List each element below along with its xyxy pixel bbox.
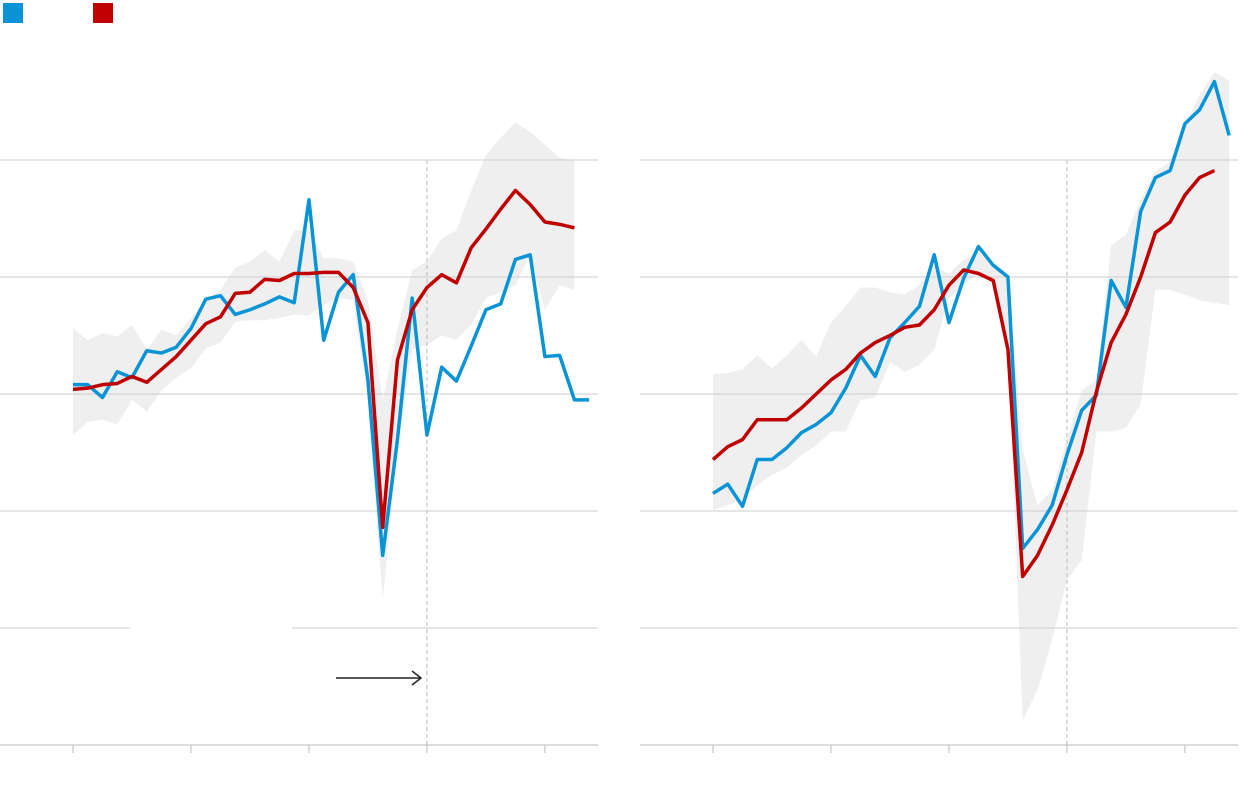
legend-swatch — [93, 3, 113, 23]
legend-swatch — [3, 3, 23, 23]
series-line — [712, 79, 1231, 551]
confidence-band — [72, 122, 575, 600]
arrow-head — [411, 670, 423, 686]
series-line — [72, 188, 575, 530]
grid-gap — [130, 624, 292, 632]
confidence-band — [712, 72, 1230, 721]
series-line — [72, 198, 590, 558]
series-line — [711, 168, 1216, 579]
